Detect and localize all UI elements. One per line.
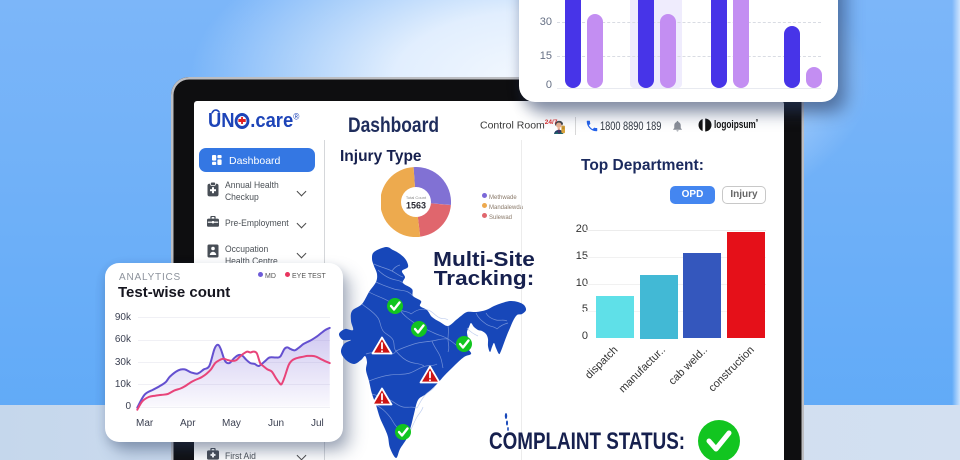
svg-text:1563: 1563 [406, 201, 426, 211]
svg-text:Total Count: Total Count [406, 195, 427, 200]
